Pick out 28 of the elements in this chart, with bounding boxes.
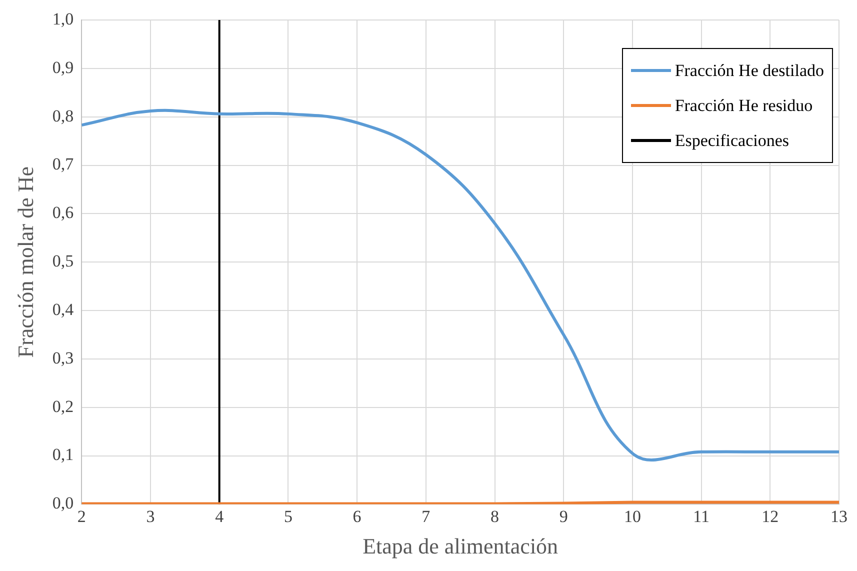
x-tick-label: 12: [762, 506, 779, 526]
y-tick-label: 1,0: [52, 9, 74, 28]
x-tick-label: 7: [422, 506, 431, 526]
y-axis-title: Fracción molar de He: [12, 166, 38, 358]
y-tick-label: 0,5: [52, 252, 74, 271]
y-tick-label: 0,2: [52, 396, 74, 416]
y-tick-label: 0,9: [52, 58, 74, 77]
y-tick-label: 0,6: [52, 203, 74, 222]
x-tick-label: 10: [624, 506, 641, 526]
legend-label: Especificaciones: [674, 130, 790, 150]
x-axis-title: Etapa de alimentación: [362, 534, 558, 559]
y-tick-label: 0,3: [52, 348, 74, 368]
y-tick-label: 0,0: [52, 494, 74, 513]
y-tick-label: 0,7: [52, 154, 74, 174]
x-tick-label: 3: [146, 506, 155, 526]
x-tick-label: 5: [284, 506, 292, 526]
x-tick-label: 4: [215, 506, 224, 526]
x-tick-label: 8: [490, 506, 499, 526]
y-tick-label: 0,1: [52, 445, 74, 464]
x-tick-label: 2: [77, 506, 86, 526]
y-tick-label: 0,8: [52, 106, 74, 126]
y-tick-label: 0,4: [52, 300, 74, 319]
legend-label: Fracción He residuo: [674, 96, 813, 116]
x-tick-label: 13: [830, 506, 848, 526]
x-tick-label: 9: [559, 506, 568, 526]
x-tick-label: 6: [352, 506, 362, 526]
x-tick-label: 11: [693, 506, 710, 526]
legend-label: Fracción He destilado: [674, 60, 824, 80]
